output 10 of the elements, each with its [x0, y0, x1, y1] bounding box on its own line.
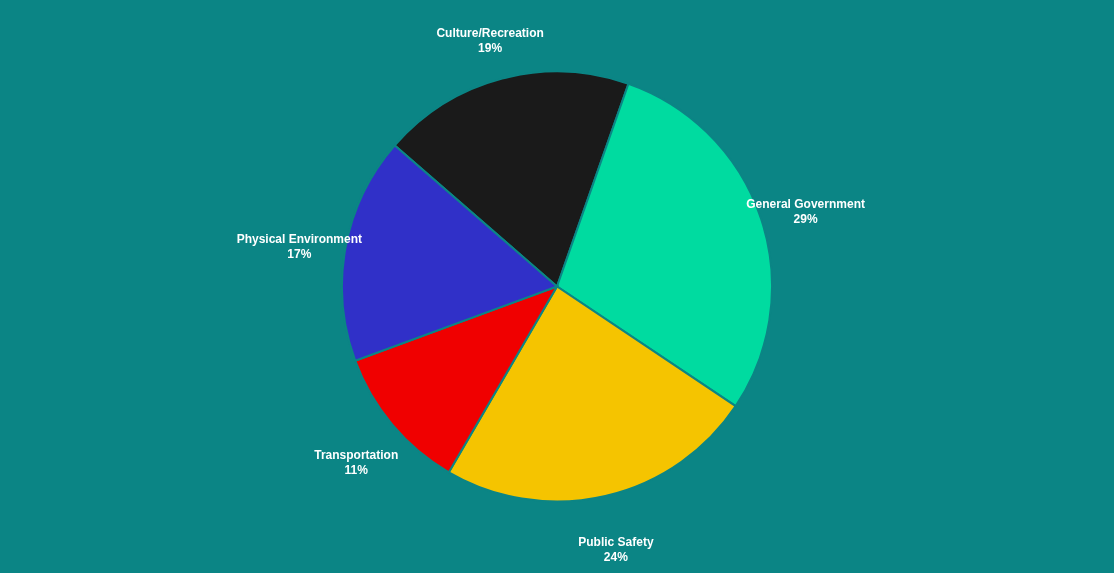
data-label: 19%	[478, 41, 503, 56]
slice-label: Physical Environment	[236, 232, 362, 247]
slice-label: Culture/Recreation	[436, 26, 544, 41]
data-label: 11%	[344, 462, 369, 477]
data-label: 24%	[603, 549, 629, 564]
data-label: 29%	[793, 211, 818, 226]
slice-label: General Government	[746, 196, 865, 211]
slice-label: Transportation	[314, 447, 399, 462]
data-label: 17%	[287, 247, 312, 262]
slice-label: Public Safety	[578, 534, 654, 549]
